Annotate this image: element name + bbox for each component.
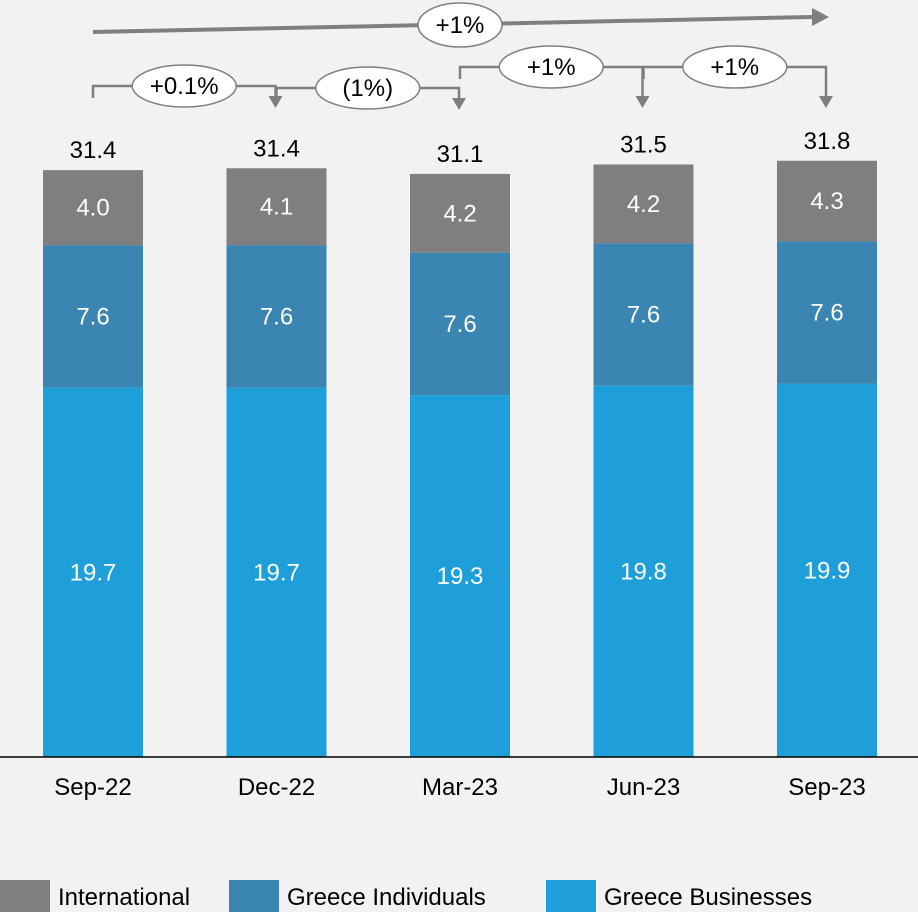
bar-segment bbox=[777, 160, 877, 242]
bar-segment bbox=[593, 164, 694, 244]
segment-value-label: 19.7 bbox=[70, 559, 117, 586]
change-bubble bbox=[682, 45, 788, 89]
change-arrowhead bbox=[635, 96, 650, 108]
change-arrowhead bbox=[819, 96, 833, 108]
total-value-label: 31.4 bbox=[253, 135, 300, 162]
segment-value-label: 19.9 bbox=[804, 557, 851, 584]
bar-segment bbox=[410, 252, 510, 396]
bar-segment bbox=[43, 170, 143, 246]
change-arrowhead bbox=[268, 96, 283, 108]
overall-change-bubble bbox=[417, 2, 503, 48]
segment-value-label: 7.6 bbox=[443, 311, 476, 338]
bar-segment bbox=[226, 387, 327, 757]
segment-labels: 19.7 7.6 4.0 19.7 7.6 4.1 19.3 7.6 4.2 19.8 7.6 4.2… bbox=[70, 188, 851, 590]
bar-segment bbox=[777, 241, 877, 384]
segment-value-label: 7.6 bbox=[76, 303, 109, 330]
bar-segment bbox=[226, 245, 327, 388]
legend-swatch bbox=[0, 880, 50, 912]
total-value-label: 31.1 bbox=[437, 141, 484, 168]
bar-segment bbox=[410, 173, 510, 253]
x-tick-label: Sep-23 bbox=[788, 774, 865, 801]
x-tick-label: Dec-22 bbox=[238, 774, 315, 801]
legend-swatch bbox=[229, 880, 279, 912]
bar-segment bbox=[410, 395, 510, 757]
bar-segment bbox=[43, 387, 143, 757]
legend-label: International bbox=[58, 884, 190, 911]
segment-value-label: 4.0 bbox=[76, 195, 109, 222]
x-tick-label: Sep-22 bbox=[54, 774, 131, 801]
change-bubble bbox=[315, 66, 421, 110]
overall-change-arrowhead bbox=[812, 8, 829, 26]
overall-change-label: +1% bbox=[436, 12, 485, 39]
segment-value-label: 4.2 bbox=[443, 200, 476, 227]
legend-swatch bbox=[546, 880, 596, 912]
segment-value-label: 19.8 bbox=[620, 558, 667, 585]
bar-segment bbox=[226, 168, 327, 246]
bars bbox=[43, 160, 877, 757]
bar-segment bbox=[593, 243, 694, 386]
x-tick-label: Mar-23 bbox=[422, 774, 498, 801]
bar-segment bbox=[43, 245, 143, 388]
bar-segment bbox=[777, 383, 877, 757]
change-label: +0.1% bbox=[150, 73, 219, 100]
total-value-label: 31.5 bbox=[620, 132, 667, 159]
change-label: +1% bbox=[527, 54, 576, 81]
segment-value-label: 4.2 bbox=[627, 191, 660, 218]
segment-value-label: 7.6 bbox=[260, 303, 293, 330]
change-bubble bbox=[498, 45, 604, 89]
segment-value-label: 4.1 bbox=[260, 194, 293, 221]
segment-value-label: 7.6 bbox=[627, 302, 660, 329]
change-arrowhead bbox=[452, 98, 466, 110]
segment-value-label: 7.6 bbox=[810, 300, 843, 327]
legend-label: Greece Businesses bbox=[604, 884, 812, 911]
change-bubble bbox=[131, 64, 237, 108]
total-labels: 31.4 31.4 31.1 31.5 31.8 bbox=[70, 128, 851, 168]
total-value-label: 31.4 bbox=[70, 137, 117, 164]
segment-value-label: 19.7 bbox=[253, 559, 300, 586]
growth-annotations: +0.1% (1%) +1% +1% +1% bbox=[91, 2, 833, 110]
x-tick-labels: Sep-22 Dec-22 Mar-23 Jun-23 Sep-23 bbox=[54, 774, 865, 801]
change-label: +1% bbox=[710, 54, 759, 81]
change-label: (1%) bbox=[342, 75, 393, 102]
segment-value-label: 19.3 bbox=[437, 563, 484, 590]
bar-segment bbox=[593, 385, 694, 757]
total-value-label: 31.8 bbox=[804, 128, 851, 155]
x-tick-label: Jun-23 bbox=[607, 774, 680, 801]
legend: International Greece Individuals Greece Bu… bbox=[0, 880, 812, 912]
segment-value-label: 4.3 bbox=[810, 188, 843, 215]
legend-label: Greece Individuals bbox=[287, 884, 486, 911]
